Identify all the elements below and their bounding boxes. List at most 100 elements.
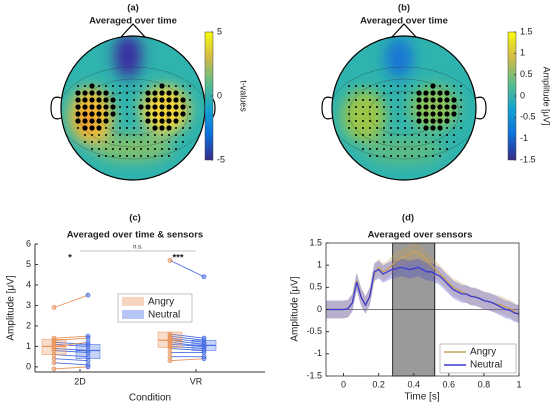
right-ear	[475, 96, 487, 120]
subject-point	[51, 352, 57, 357]
electrode	[369, 155, 371, 157]
electrode	[437, 111, 443, 117]
electrode	[133, 99, 135, 101]
electrode	[425, 85, 427, 87]
electrode	[446, 127, 448, 129]
y-tick-label: 3	[26, 300, 31, 310]
electrode	[355, 120, 357, 122]
electrode	[145, 97, 151, 103]
electrode	[182, 120, 184, 122]
nose	[391, 23, 417, 38]
subject-point	[85, 339, 91, 345]
electrode	[175, 141, 177, 143]
electrode	[348, 99, 350, 101]
electrode	[126, 99, 128, 101]
subject-line	[169, 337, 205, 343]
electrode	[383, 120, 385, 122]
subject-point	[85, 350, 91, 355]
electrode	[112, 141, 114, 143]
subject-line	[53, 337, 89, 341]
electrode	[147, 148, 149, 150]
electrode	[376, 120, 378, 122]
electrode	[84, 141, 86, 143]
electrode	[355, 127, 357, 129]
electrode	[119, 148, 121, 150]
electrode	[383, 155, 385, 157]
legend-label: Angry	[470, 347, 496, 358]
electrode	[110, 97, 116, 103]
electrode	[446, 134, 448, 136]
electrode	[397, 155, 399, 157]
electrode	[105, 148, 107, 150]
electrode	[397, 106, 399, 108]
electrode	[362, 113, 364, 115]
electrode	[96, 118, 102, 124]
electrode	[133, 106, 135, 108]
electrode	[404, 85, 406, 87]
legend-swatch	[122, 297, 144, 306]
activity-blob	[93, 134, 173, 162]
colorbar-tick-label: 1.5	[520, 26, 533, 36]
electrode	[416, 118, 422, 124]
colorbar-tick-label: -5	[217, 154, 225, 164]
electrode	[103, 104, 109, 110]
electrode	[362, 85, 364, 87]
electrode	[451, 97, 457, 103]
y-tick-label: 1.5	[309, 237, 322, 247]
electrode	[369, 106, 371, 108]
electrode	[140, 99, 142, 101]
electrode	[145, 118, 151, 124]
electrode	[105, 141, 107, 143]
electrode	[397, 134, 399, 136]
electrode	[423, 97, 429, 103]
electrode	[390, 92, 392, 94]
electrode	[423, 111, 429, 117]
electrode	[362, 106, 364, 108]
electrode	[105, 155, 107, 157]
electrode	[430, 90, 436, 96]
electrode	[418, 148, 420, 150]
legend-label: Angry	[148, 297, 174, 308]
electrode	[397, 141, 399, 143]
y-tick-label: 2	[26, 320, 31, 330]
subject-line	[53, 354, 89, 358]
electrode	[168, 85, 170, 87]
electrode	[404, 113, 406, 115]
electrode	[105, 127, 107, 129]
electrode	[383, 141, 385, 143]
electrode	[397, 99, 399, 101]
electrode	[376, 141, 378, 143]
subject-line	[53, 366, 89, 370]
electrode	[133, 155, 135, 157]
nose	[120, 23, 146, 38]
electrode	[138, 104, 144, 110]
electrode	[119, 120, 121, 122]
electrode	[147, 141, 149, 143]
electrode	[411, 85, 413, 87]
electrode	[362, 99, 364, 101]
subject-point	[201, 274, 207, 280]
electrode	[112, 92, 114, 94]
electrode	[154, 85, 156, 87]
y-tick-label: -1.5	[306, 370, 322, 380]
electrode	[89, 97, 95, 103]
electrode	[82, 97, 88, 103]
electrode	[411, 99, 413, 101]
electrode	[355, 99, 357, 101]
y-tick-label: 1	[317, 260, 322, 270]
electrode	[140, 120, 142, 122]
electrode	[89, 125, 95, 131]
electrode	[362, 92, 364, 94]
colorbar-tick-label: 0.5	[520, 69, 533, 79]
electrode	[369, 85, 371, 87]
electrode	[103, 90, 109, 96]
electrode	[411, 155, 413, 157]
subject-point	[167, 358, 173, 364]
electrode	[437, 125, 443, 131]
electrode	[161, 155, 163, 157]
electrode	[166, 97, 172, 103]
electrode	[91, 148, 93, 150]
electrode	[437, 118, 443, 124]
electrode	[432, 134, 434, 136]
electrode	[89, 111, 95, 117]
